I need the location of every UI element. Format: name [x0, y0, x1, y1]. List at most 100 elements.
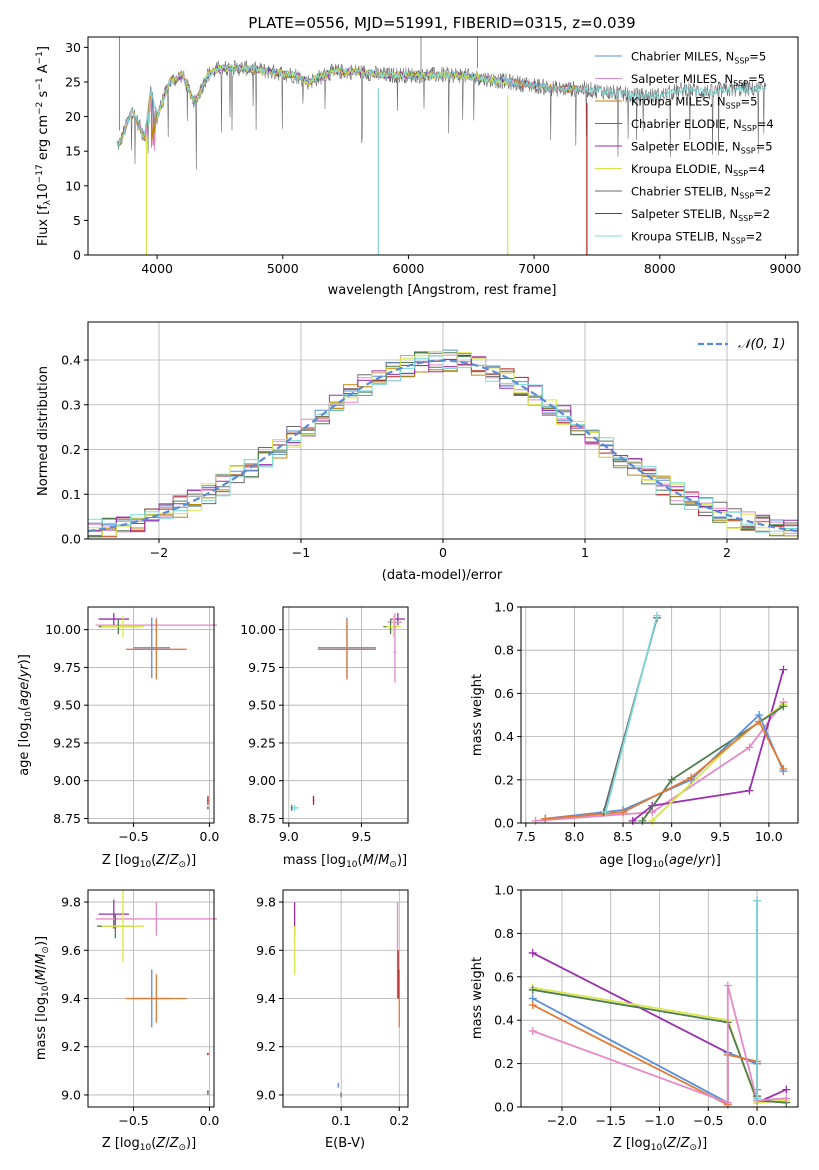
- gaussian-curve: [88, 359, 798, 533]
- y-tick-label: 9.00: [248, 773, 276, 788]
- y-tick-label: 0.6: [494, 969, 514, 984]
- y-tick-label: 10.00: [240, 622, 276, 637]
- y-tick-label: 0.1: [61, 487, 81, 502]
- legend-label: Kroupa ELODIE, NSSP=4: [631, 162, 765, 178]
- weight-marker: [779, 765, 788, 773]
- y-tick-label: 8.75: [53, 811, 81, 826]
- x-tick-label: −0.5: [693, 1113, 723, 1128]
- y-tick-label: 0.0: [494, 1100, 514, 1115]
- weight-marker: [779, 702, 788, 711]
- x-tick-label: 7.5: [516, 829, 536, 844]
- wage-xlabel: age [log10(age/yr)]: [599, 853, 721, 870]
- y-tick-label: 0.8: [494, 643, 514, 658]
- weight-marker: [745, 786, 754, 795]
- x-tick-label: 9000: [770, 261, 802, 276]
- hist-steps: [88, 349, 798, 538]
- mass-vs-ebv-panel: 0.1 0.2 9.0 9.2 9.4 9.6 9.8: [256, 889, 409, 1128]
- plot-area: [528, 896, 791, 1109]
- y-tick-label: 9.25: [248, 735, 276, 750]
- y-tick-label: 25: [65, 74, 81, 89]
- plot-area: [95, 613, 218, 810]
- spectrum-xlabel: wavelength [Angstrom, rest frame]: [328, 283, 557, 298]
- weight-line: [604, 615, 658, 813]
- weight-marker: [745, 743, 754, 752]
- y-tick-label: 1.0: [494, 600, 514, 615]
- plot-area: [95, 890, 218, 1095]
- x-tick-label: 0.0: [200, 1113, 220, 1128]
- y-tick-label: 9.8: [256, 895, 276, 910]
- weight-marker: [753, 1094, 762, 1103]
- x-tick-label: −1: [292, 545, 310, 560]
- x-tick-label: 10.0: [755, 829, 783, 844]
- y-tick-label: 8.75: [248, 811, 276, 826]
- weight-marker: [667, 775, 676, 784]
- zmass-xlabel: Z [log10(Z/Z⊙)]: [102, 1136, 196, 1153]
- weight-marker: [628, 816, 637, 825]
- weight-marker: [723, 1098, 732, 1107]
- y-tick-label: 0.4: [61, 353, 81, 368]
- legend-label: Salpeter STELIB, NSSP=2: [631, 207, 770, 223]
- weight-marker: [528, 1027, 537, 1036]
- legend-label: Chabrier ELODIE, NSSP=4: [631, 117, 774, 133]
- y-tick-label: 20: [65, 109, 81, 124]
- legend-label: Chabrier MILES, NSSP=5: [631, 50, 766, 66]
- x-tick-label: 9.0: [279, 829, 299, 844]
- x-tick-label: −0.5: [118, 1113, 148, 1128]
- legend-label: Salpeter ELODIE, NSSP=5: [631, 140, 773, 156]
- legend-label: Chabrier STELIB, NSSP=2: [631, 185, 771, 201]
- weight-marker: [648, 816, 657, 825]
- wage-ylabel: mass weight: [470, 674, 485, 756]
- y-tick-label: 0.2: [494, 772, 514, 787]
- legend-label: Kroupa STELIB, NSSP=2: [631, 230, 762, 246]
- weight-marker: [531, 816, 540, 825]
- mass-vs-metallicity-panel: −0.5 0.0 9.0 9.2 9.4 9.6 9.8: [61, 889, 220, 1128]
- y-tick-label: 0.3: [61, 397, 81, 412]
- x-tick-label: −0.5: [118, 829, 148, 844]
- x-tick-label: 8000: [644, 261, 676, 276]
- x-tick-label: 0.2: [389, 1113, 409, 1128]
- plot-area: [290, 613, 406, 811]
- y-tick-label: 0.4: [494, 1013, 514, 1028]
- x-tick-label: 8.5: [613, 829, 633, 844]
- x-tick-label: 9.5: [710, 829, 730, 844]
- y-tick-label: 9.8: [61, 895, 81, 910]
- wz-xlabel: Z [log10(Z/Z⊙)]: [613, 1136, 707, 1153]
- weight-marker: [782, 1094, 791, 1103]
- y-tick-label: 0.6: [494, 686, 514, 701]
- y-tick-label: 9.25: [53, 735, 81, 750]
- weight-line: [532, 988, 787, 1104]
- weight-line: [535, 701, 785, 822]
- weight-marker: [779, 665, 788, 674]
- weight-marker: [541, 814, 550, 823]
- x-tick-label: −2: [150, 545, 168, 560]
- axes-frame: [282, 606, 409, 824]
- y-tick-label: 5: [73, 213, 81, 228]
- y-tick-label: 9.0: [256, 1087, 276, 1102]
- x-tick-label: 7000: [518, 261, 550, 276]
- weight-marker: [653, 611, 662, 620]
- y-tick-label: 0.4: [494, 729, 514, 744]
- residual-xlabel: (data-model)/error: [382, 568, 503, 583]
- y-tick-label: 9.6: [61, 943, 81, 958]
- x-tick-label: −2.0: [547, 1113, 577, 1128]
- y-tick-label: 1.0: [494, 883, 514, 898]
- weight-marker: [528, 985, 537, 994]
- y-tick-label: 9.50: [53, 698, 81, 713]
- x-tick-label: 0.0: [747, 1113, 767, 1128]
- x-tick-label: 8.0: [565, 829, 585, 844]
- weight-marker: [753, 896, 762, 905]
- axes-frame: [87, 606, 215, 824]
- spectrum-line: [156, 64, 510, 119]
- y-tick-label: 9.4: [256, 991, 276, 1006]
- y-tick-label: 9.0: [61, 1087, 81, 1102]
- weight-marker: [638, 816, 647, 825]
- gauss-legend-label: 𝒩(0, 1): [738, 337, 785, 352]
- y-tick-label: 9.75: [53, 660, 81, 675]
- spectrum-title: PLATE=0556, MJD=51991, FIBERID=0315, z=0…: [248, 14, 635, 32]
- x-tick-label: 4000: [141, 261, 173, 276]
- spectrum-line: [116, 64, 767, 148]
- spectrum-panel: PLATE=0556, MJD=51991, FIBERID=0315, z=0…: [35, 14, 801, 298]
- y-tick-label: 15: [65, 144, 81, 159]
- spectrum-legend: Chabrier MILES, NSSP=5 Salpeter MILES, NS…: [595, 50, 774, 246]
